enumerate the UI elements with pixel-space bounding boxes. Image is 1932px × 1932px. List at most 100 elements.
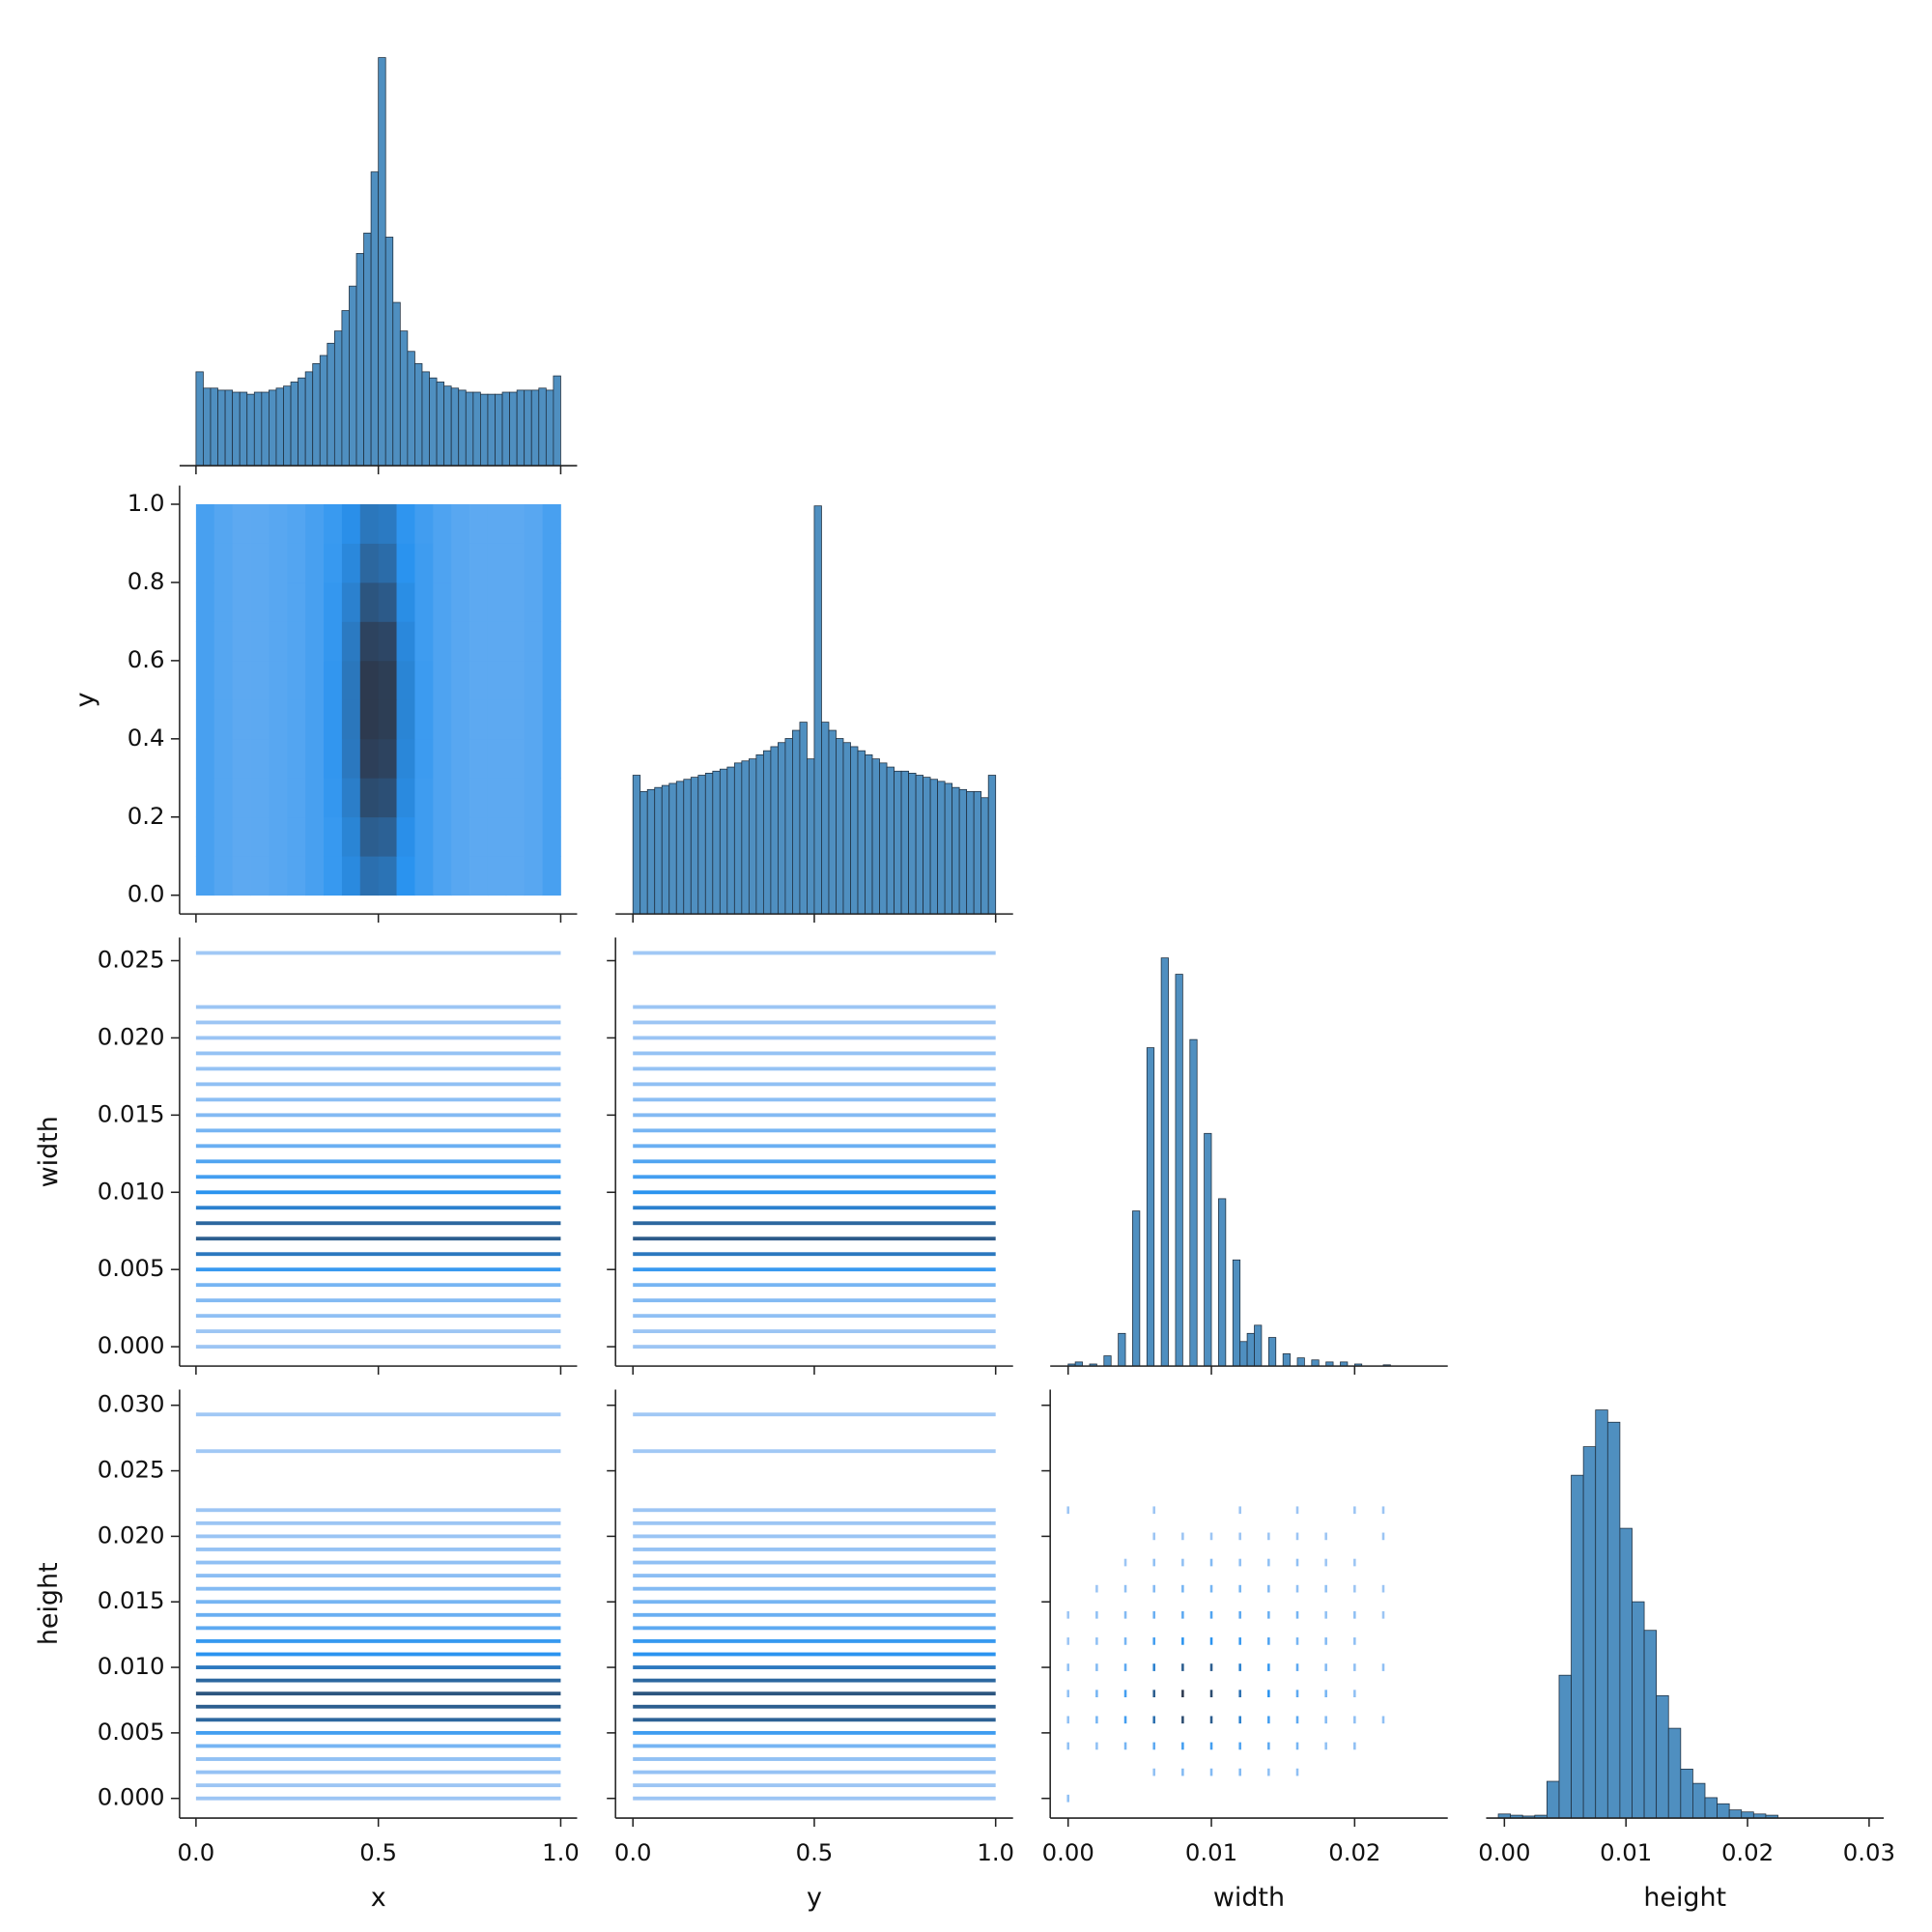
heat-cell	[213, 738, 234, 779]
heat-cell	[487, 856, 507, 896]
hist-bar	[224, 389, 234, 467]
hist-bar	[407, 351, 415, 467]
cell-dot	[1295, 1663, 1299, 1671]
heat-cell	[378, 503, 397, 544]
hist-bar	[762, 750, 772, 915]
heat-cell	[269, 699, 288, 740]
stripe	[633, 1730, 996, 1735]
heat-cell	[305, 856, 325, 896]
cell-dot	[1152, 1690, 1155, 1698]
heat-cell	[396, 778, 415, 818]
hist-bar	[683, 779, 692, 915]
heat-cell	[324, 816, 343, 857]
hist-bar	[553, 375, 561, 467]
heat-cell	[195, 699, 215, 740]
hist-bar	[871, 758, 880, 915]
heat-cell	[378, 778, 397, 818]
heat-cell	[378, 660, 397, 700]
cell-dot	[1295, 1716, 1299, 1724]
hist-bar	[399, 330, 409, 467]
cell-dot	[1381, 1716, 1385, 1724]
cell-dot	[1295, 1506, 1299, 1515]
stripe	[195, 1548, 561, 1551]
y-tick-label: 0.8	[128, 567, 165, 595]
cell-dot	[1095, 1690, 1098, 1698]
hist-bar	[726, 766, 735, 915]
cell-dot	[1381, 1584, 1385, 1593]
cell-dot	[1238, 1663, 1241, 1671]
cell-dot	[1267, 1716, 1270, 1724]
hist-bar	[1204, 1132, 1212, 1367]
stripe	[195, 1283, 561, 1288]
hist-bar	[836, 738, 844, 915]
hist-bar	[733, 762, 743, 915]
stripe	[633, 1206, 996, 1210]
stripe	[633, 1520, 996, 1525]
heat-cell	[232, 503, 251, 544]
stripe	[195, 1329, 561, 1334]
hist-bar	[283, 385, 292, 467]
heat-cell	[341, 660, 361, 700]
cell-dot	[1124, 1533, 1127, 1541]
x-axis-label: width	[1213, 1883, 1285, 1913]
x-tick-label: 0.02	[1328, 1838, 1380, 1866]
stripe	[633, 1412, 996, 1417]
hist-bar	[828, 729, 837, 915]
hist-bar	[668, 782, 677, 915]
cell-dot	[1066, 1610, 1069, 1619]
heat-cell	[414, 699, 434, 740]
hist-bar	[1175, 974, 1183, 1367]
hist-bar	[275, 387, 284, 467]
heat-cell	[232, 778, 251, 818]
cell-dot	[1324, 1663, 1327, 1671]
cell-dot	[1209, 1532, 1213, 1541]
heat-cell	[269, 621, 288, 662]
cell-dot	[1124, 1769, 1127, 1776]
heat-cell	[324, 738, 343, 779]
stripe	[195, 1757, 561, 1761]
cell-dot	[1095, 1610, 1098, 1619]
hist-bar	[1189, 1038, 1198, 1367]
heat-cell	[287, 778, 306, 818]
hist-bar	[1643, 1630, 1658, 1819]
x-tick-label: 1.0	[542, 1838, 580, 1866]
x-tick-label: 0.02	[1721, 1838, 1774, 1866]
x-axis-label: x	[371, 1883, 386, 1913]
heat-cell	[378, 856, 397, 896]
cell-dot	[1382, 1637, 1385, 1645]
stripe	[195, 1691, 561, 1696]
cell-dot	[1267, 1690, 1270, 1698]
cell-dot	[1353, 1795, 1356, 1803]
heat-cell	[396, 503, 415, 544]
hist-bar	[378, 57, 386, 467]
hist-bar	[1311, 1359, 1320, 1367]
stripe	[195, 1612, 561, 1617]
heat-cell	[359, 660, 380, 700]
stripe	[633, 1757, 996, 1761]
x-tick-label: 1.0	[977, 1838, 1014, 1866]
heat-cell	[213, 778, 234, 818]
hist-bar	[261, 391, 270, 467]
cell-dot	[1238, 1610, 1241, 1619]
heat-cell	[433, 699, 452, 740]
y-axis-label: y	[71, 692, 100, 707]
heat-cell	[250, 738, 270, 779]
heat-cell	[451, 778, 470, 818]
cell-dot	[1324, 1637, 1327, 1645]
cell-dot	[1267, 1795, 1270, 1803]
stripe	[195, 1020, 561, 1025]
heat-cell	[469, 543, 489, 583]
heat-cell	[341, 699, 361, 740]
heat-cell	[359, 582, 380, 622]
hist-bar	[327, 342, 335, 467]
stripe	[195, 1652, 561, 1657]
stripe	[195, 1665, 561, 1669]
heat-cell	[378, 816, 397, 857]
hist-bar	[712, 770, 721, 915]
hist-bar	[1146, 1047, 1155, 1367]
stripe	[633, 1691, 996, 1696]
stripe	[195, 1534, 561, 1539]
hist-bar	[421, 371, 430, 467]
cell-dot	[1353, 1506, 1356, 1515]
x-tick-label: 0.00	[1478, 1838, 1530, 1866]
